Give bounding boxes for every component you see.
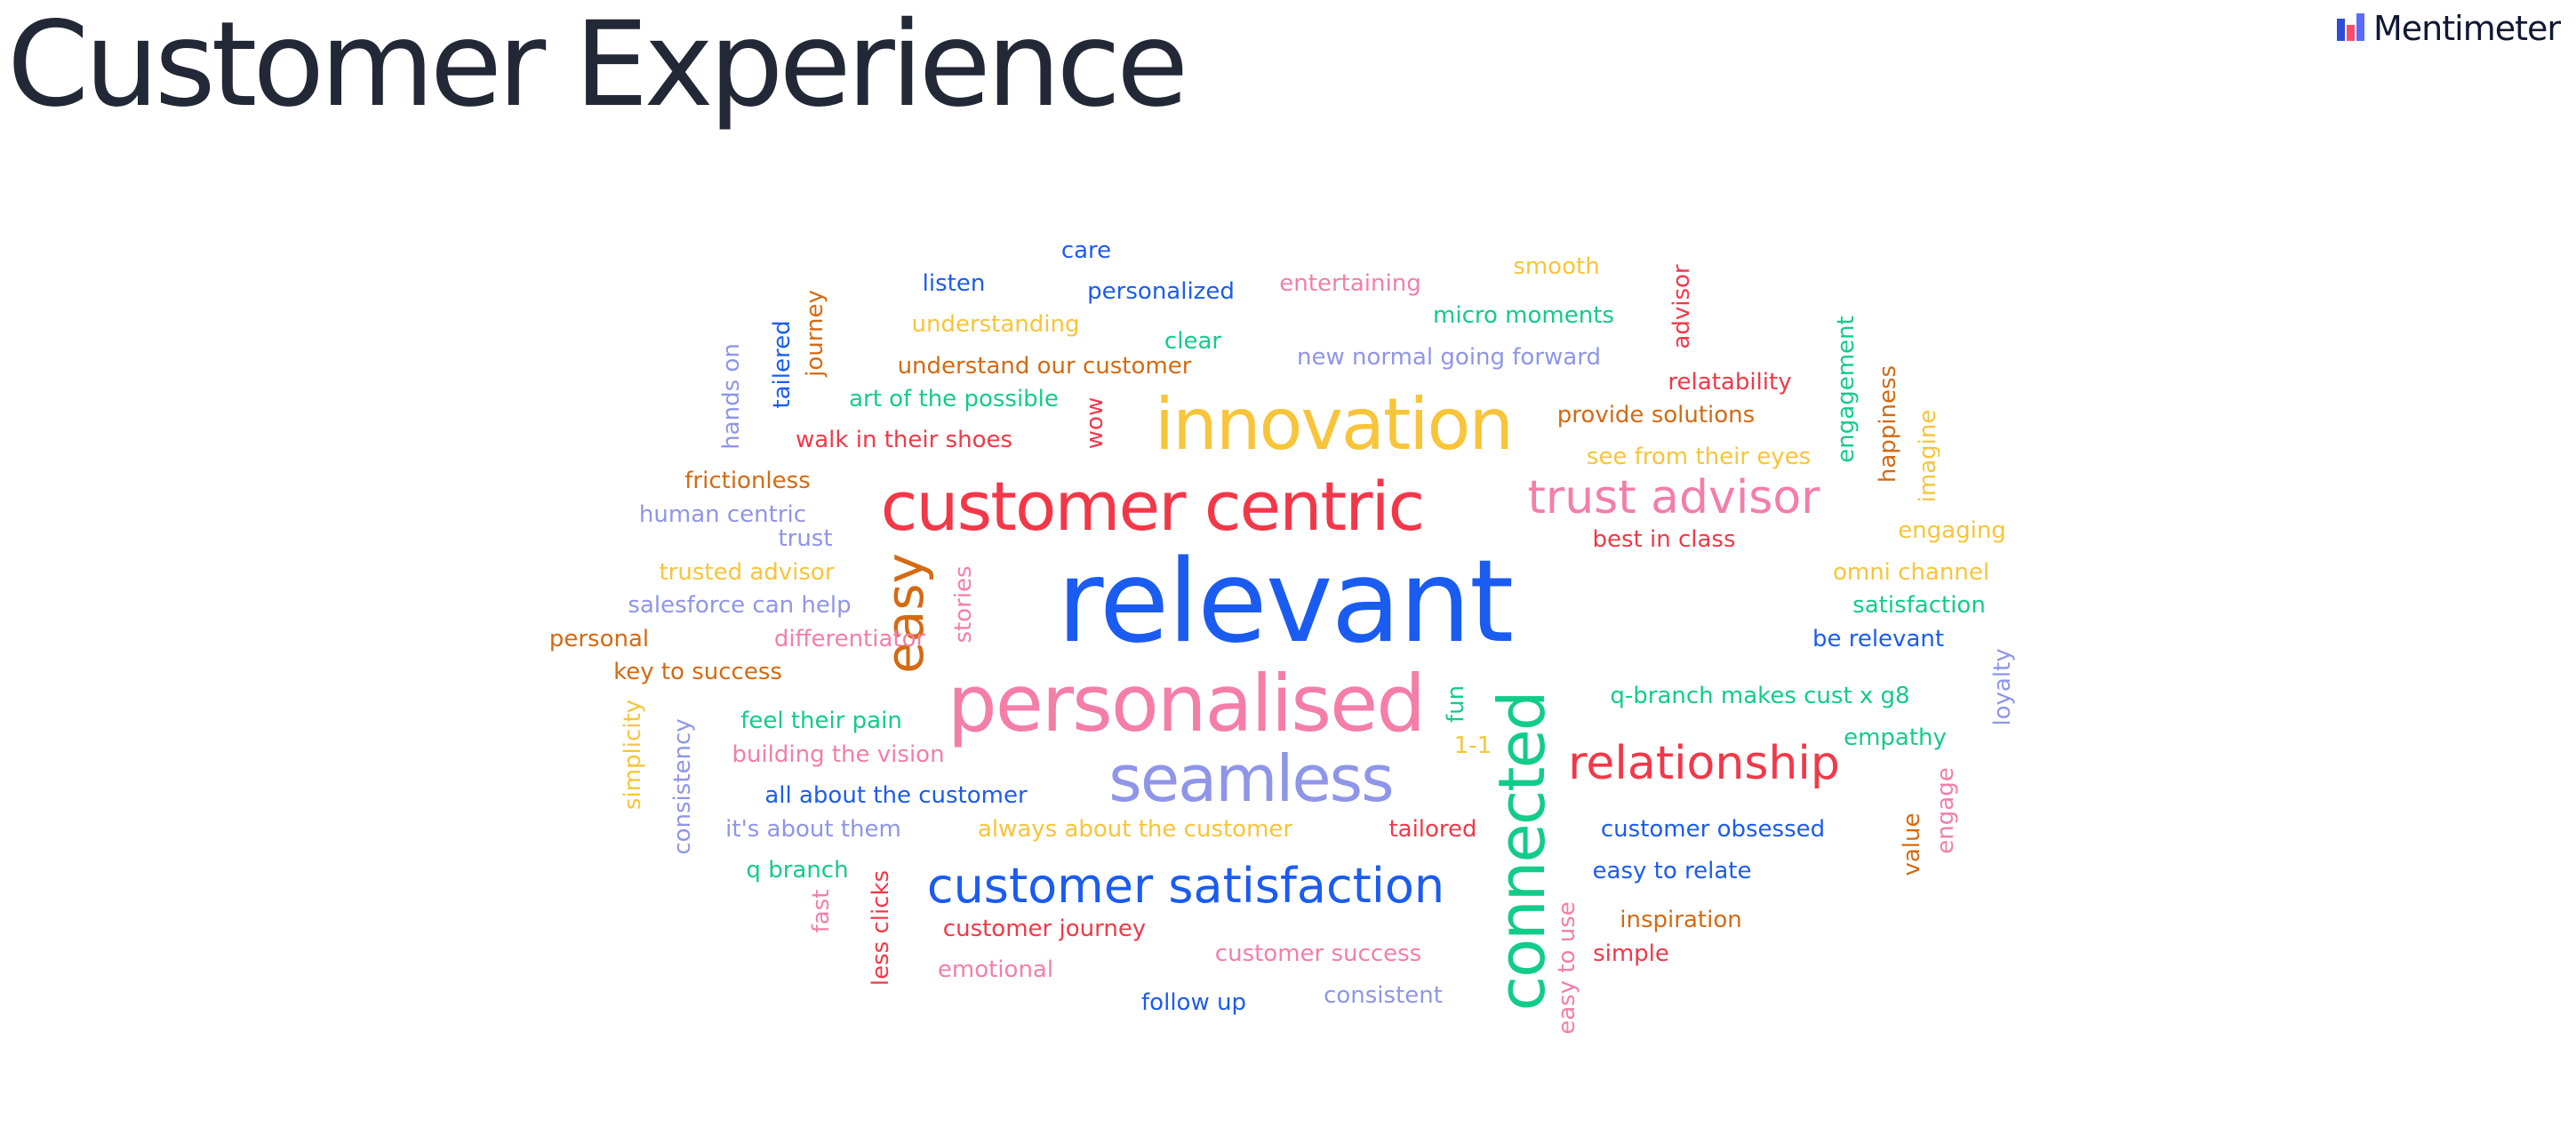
word-cloud-word: advisor bbox=[1668, 264, 1695, 349]
word-cloud-word: imagine bbox=[1915, 409, 1941, 503]
word-cloud-word: feel their pain bbox=[740, 708, 902, 734]
word-cloud-word: relationship bbox=[1568, 737, 1840, 790]
word-cloud-word: entertaining bbox=[1279, 270, 1421, 297]
word-cloud-word: human centric bbox=[638, 501, 807, 528]
word-cloud-word: q-branch makes cust x g8 bbox=[1610, 683, 1910, 709]
word-cloud-word: personal bbox=[548, 626, 650, 652]
word-cloud-word: seamless bbox=[1108, 741, 1394, 816]
word-cloud-word: consistent bbox=[1324, 982, 1443, 1009]
word-cloud-word: understand our customer bbox=[897, 353, 1192, 380]
word-cloud-word: relatability bbox=[1668, 369, 1792, 396]
word-cloud-word: be relevant bbox=[1812, 626, 1945, 652]
word-cloud-word: satisfaction bbox=[1852, 592, 1986, 619]
word-cloud-word: happiness bbox=[1875, 364, 1901, 484]
word-cloud-word: fast bbox=[808, 889, 835, 933]
word-cloud-word: tailered bbox=[769, 320, 796, 409]
word-cloud-word: fun bbox=[1443, 684, 1469, 724]
word-cloud-word: it's about them bbox=[725, 816, 901, 843]
word-cloud-word: customer journey bbox=[942, 916, 1147, 942]
word-cloud-word: engagement bbox=[1833, 316, 1860, 463]
word-cloud-word: simplicity bbox=[620, 699, 646, 811]
brand-name: Mentimeter bbox=[2372, 9, 2561, 48]
mentimeter-logo-icon bbox=[2336, 12, 2366, 46]
word-cloud-word: simple bbox=[1593, 940, 1669, 967]
word-cloud-word: customer success bbox=[1214, 940, 1422, 967]
word-cloud-word: loyalty bbox=[1989, 648, 2016, 726]
word-cloud-word: new normal going forward bbox=[1297, 344, 1601, 371]
word-cloud-word: tailored bbox=[1388, 816, 1477, 843]
word-cloud-word: customer satisfaction bbox=[926, 858, 1445, 914]
word-cloud-word: engage bbox=[1932, 767, 1959, 854]
word-cloud-word: engaging bbox=[1898, 517, 2006, 544]
word-cloud-word: trusted advisor bbox=[659, 559, 835, 586]
word-cloud-word: frictionless bbox=[684, 468, 811, 494]
word-cloud-word: follow up bbox=[1141, 989, 1246, 1016]
word-cloud-word: trust bbox=[778, 525, 833, 552]
word-cloud-word: customer centric bbox=[880, 467, 1426, 546]
brand-logo: Mentimeter bbox=[2336, 9, 2561, 48]
word-cloud-word: omni channel bbox=[1832, 559, 1990, 586]
word-cloud-word: see from their eyes bbox=[1586, 444, 1812, 470]
word-cloud-word: clear bbox=[1164, 328, 1222, 355]
word-cloud-word: value bbox=[1899, 812, 1925, 876]
word-cloud-word: innovation bbox=[1154, 383, 1514, 466]
word-cloud-word: differentiator bbox=[773, 626, 926, 652]
word-cloud-word: connected bbox=[1484, 692, 1559, 1012]
word-cloud-word: key to success bbox=[613, 659, 782, 685]
word-cloud-word: best in class bbox=[1592, 526, 1736, 553]
word-cloud-word: less clicks bbox=[868, 869, 894, 987]
word-cloud-word: care bbox=[1060, 237, 1112, 264]
word-cloud-word: always about the customer bbox=[977, 816, 1293, 843]
word-cloud-word: wow bbox=[1082, 396, 1108, 450]
word-cloud-word: empathy bbox=[1844, 724, 1947, 751]
word-cloud-word: personalised bbox=[947, 658, 1426, 749]
page-title: Customer Experience bbox=[7, 0, 1188, 133]
word-cloud-word: personalized bbox=[1087, 278, 1235, 305]
word-cloud-word: journey bbox=[802, 290, 828, 377]
word-cloud-word: micro moments bbox=[1433, 302, 1614, 329]
word-cloud-word: provide solutions bbox=[1556, 402, 1756, 428]
word-cloud-word: walk in their shoes bbox=[795, 427, 1013, 453]
word-cloud-word: trust advisor bbox=[1527, 471, 1820, 524]
word-cloud-word: understanding bbox=[911, 311, 1080, 338]
word-cloud-word: q branch bbox=[746, 857, 849, 884]
word-cloud-word: easy to relate bbox=[1592, 858, 1752, 884]
word-cloud-word: easy to use bbox=[1554, 901, 1580, 1035]
word-cloud-word: smooth bbox=[1513, 253, 1600, 280]
word-cloud-word: consistency bbox=[669, 718, 696, 855]
word-cloud-word: easy bbox=[875, 553, 935, 674]
word-cloud-word: building the vision bbox=[732, 741, 945, 768]
word-cloud-word: hands on bbox=[718, 343, 745, 450]
word-cloud-word: salesforce can help bbox=[628, 592, 852, 619]
word-cloud-word: customer obsessed bbox=[1600, 816, 1826, 843]
word-cloud-word: all about the customer bbox=[764, 782, 1028, 809]
word-cloud-word: listen bbox=[922, 270, 986, 297]
word-cloud-word: 1-1 bbox=[1453, 732, 1492, 759]
word-cloud-word: stories bbox=[950, 565, 977, 644]
word-cloud-word: relevant bbox=[1056, 536, 1514, 668]
word-cloud-word: emotional bbox=[937, 956, 1054, 983]
word-cloud-word: inspiration bbox=[1620, 907, 1742, 933]
word-cloud-word: art of the possible bbox=[849, 386, 1059, 412]
